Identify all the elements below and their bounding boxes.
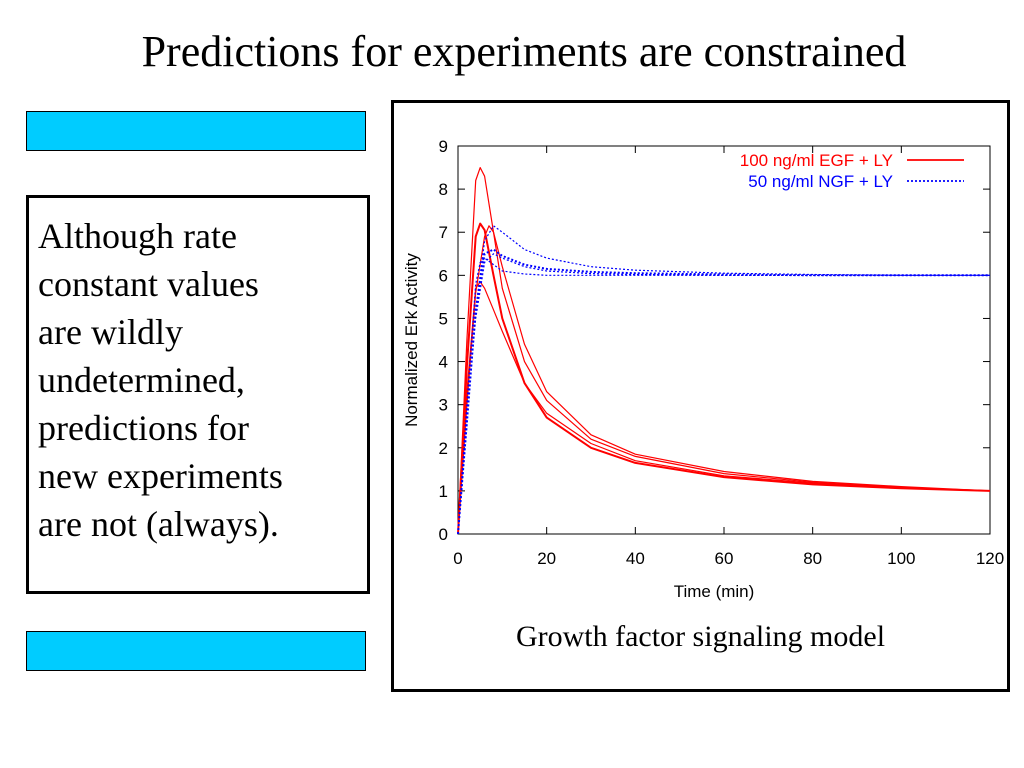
y-tick-label: 6 — [439, 266, 448, 285]
figure-caption: Growth factor signaling model — [515, 620, 886, 653]
figure-frame — [391, 100, 1010, 692]
x-axis-label: Time (min) — [674, 582, 755, 601]
y-axis-label: Normalized Erk Activity — [402, 253, 421, 427]
y-tick-label: 2 — [439, 439, 448, 458]
explanation-line: are wildly — [38, 312, 183, 352]
top-cyan-bar — [26, 111, 366, 151]
y-tick-label: 4 — [439, 353, 448, 372]
egf-series-line — [457, 225, 991, 535]
egf-series-line — [457, 281, 991, 535]
ngf-series-line — [457, 248, 990, 535]
explanation-box: Although rate constant values are wildly… — [26, 195, 370, 594]
ngf-series-line — [457, 253, 990, 535]
ngf-series-line — [457, 257, 990, 535]
explanation-line: Although rate — [38, 216, 237, 256]
x-tick-label: 120 — [976, 549, 1004, 568]
explanation-line: predictions for — [38, 408, 249, 448]
explanation-line: new experiments — [38, 456, 283, 496]
y-tick-label: 7 — [439, 223, 448, 242]
y-tick-label: 3 — [439, 396, 448, 415]
y-tick-label: 1 — [439, 482, 448, 501]
egf-series-line — [457, 167, 991, 535]
y-tick-label: 8 — [439, 180, 448, 199]
x-tick-label: 0 — [453, 549, 462, 568]
legend-label: 50 ng/ml NGF + LY — [748, 172, 893, 191]
x-tick-label: 40 — [626, 549, 645, 568]
explanation-line: constant values — [38, 264, 259, 304]
legend-label: 100 ng/ml EGF + LY — [740, 151, 893, 170]
explanation-line: are not (always). — [38, 504, 279, 544]
explanation-line: undetermined, — [38, 360, 245, 400]
x-tick-label: 20 — [537, 549, 556, 568]
x-tick-label: 80 — [803, 549, 822, 568]
y-tick-label: 9 — [439, 137, 448, 156]
x-tick-label: 100 — [887, 549, 915, 568]
slide-title: Predictions for experiments are constrai… — [141, 27, 907, 76]
y-tick-label: 5 — [439, 309, 448, 328]
bottom-cyan-bar — [26, 631, 366, 671]
x-tick-label: 60 — [715, 549, 734, 568]
y-tick-label: 0 — [439, 525, 448, 544]
